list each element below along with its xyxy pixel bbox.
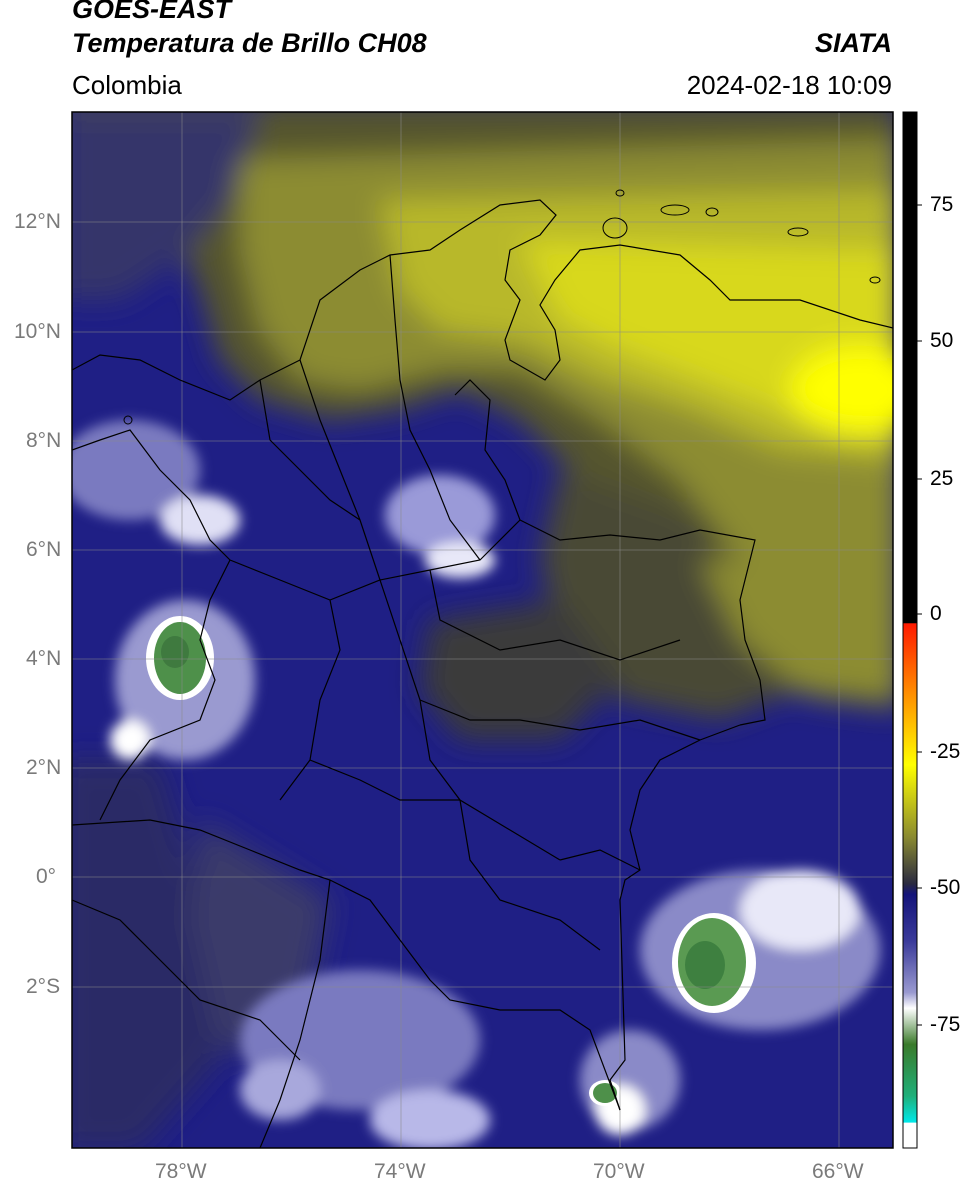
colorbar-label-50: 50 <box>930 329 954 352</box>
colorbar-label-25: 25 <box>930 467 954 490</box>
colorbar-ticks <box>917 204 922 1026</box>
colorbar-label-minus25: -25 <box>930 740 961 763</box>
satellite-title: GOES-EAST <box>72 0 232 24</box>
colorbar-label-75: 75 <box>930 193 954 216</box>
lat-label-4n: 4°N <box>26 647 62 670</box>
lat-label-6n: 6°N <box>26 538 62 561</box>
product-title: Temperatura de Brillo CH08 <box>72 28 427 58</box>
lat-label-12n: 12°N <box>14 210 61 233</box>
lat-label-0: 0° <box>36 865 57 888</box>
map-frame <box>71 111 894 1149</box>
colorbar-label-0: 0 <box>930 602 942 625</box>
lat-label-2s: 2°S <box>26 975 61 998</box>
colorbar-label-minus75: -75 <box>930 1013 961 1036</box>
colorbar <box>902 111 918 1149</box>
lon-label-78w: 78°W <box>155 1160 207 1183</box>
datetime-label: 2024-02-18 10:09 <box>686 70 892 100</box>
region-label: Colombia <box>72 70 182 100</box>
lat-label-10n: 10°N <box>14 320 61 343</box>
lon-label-70w: 70°W <box>593 1160 645 1183</box>
brand-label: SIATA <box>815 28 892 58</box>
lon-label-74w: 74°W <box>374 1160 426 1183</box>
country-borders <box>72 199 893 1148</box>
graticule <box>72 112 893 1148</box>
lat-label-8n: 8°N <box>26 429 62 452</box>
lon-label-66w: 66°W <box>812 1160 864 1183</box>
colorbar-label-minus50: -50 <box>930 876 961 899</box>
lat-label-2n: 2°N <box>26 756 62 779</box>
islands <box>123 189 881 425</box>
satellite-imagery <box>72 112 893 1148</box>
